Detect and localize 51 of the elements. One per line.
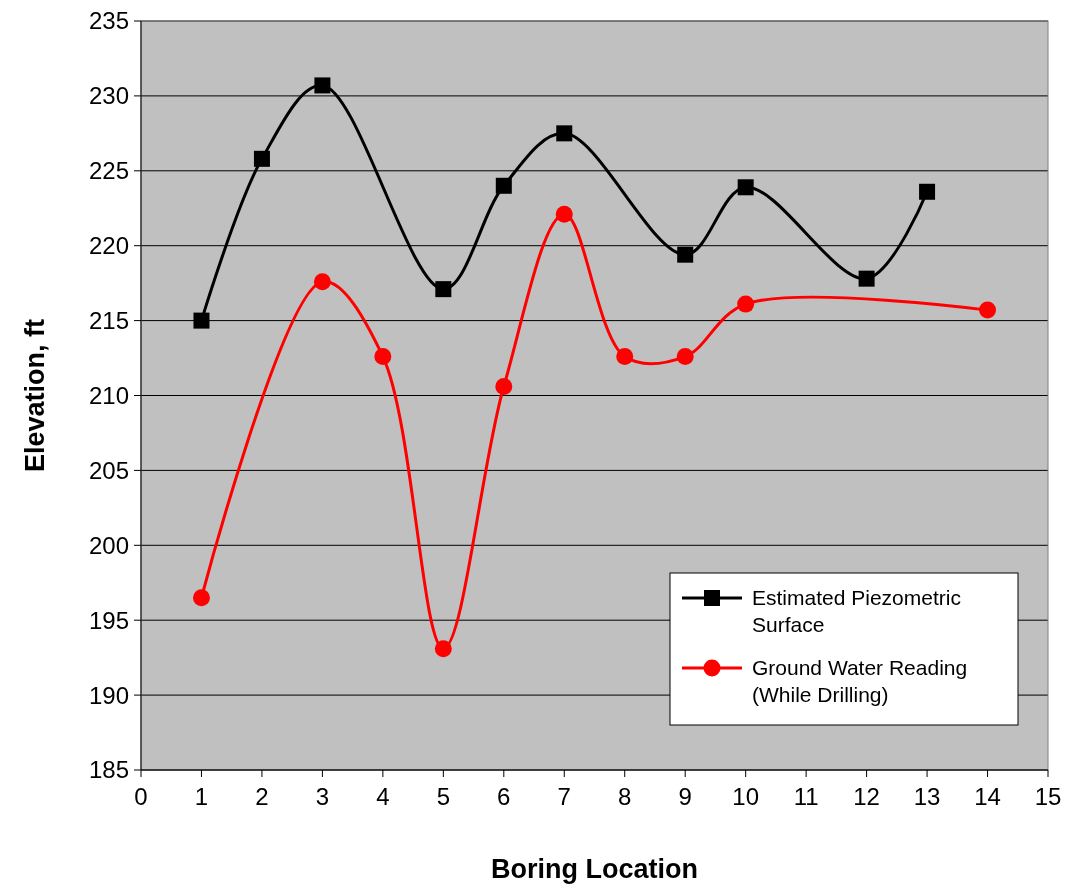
legend-label: Ground Water Reading (While Drilling) [752, 656, 968, 706]
point [313, 273, 331, 291]
point [858, 270, 875, 287]
legend-label: Estimated Piezometric Surface [752, 586, 961, 636]
y-tick-label: 185 [88, 756, 129, 784]
point [253, 150, 270, 167]
point [616, 348, 634, 366]
x-tick-label: 10 [732, 783, 760, 810]
point [192, 589, 210, 607]
point [495, 378, 513, 396]
point [737, 295, 755, 313]
y-tick-label: 205 [88, 456, 129, 484]
point [979, 301, 997, 319]
x-tick-label: 9 [678, 783, 692, 810]
x-tick-label: 14 [974, 783, 1001, 810]
x-tick-label: 6 [497, 783, 511, 810]
point [435, 281, 452, 298]
x-tick-label: 12 [853, 783, 880, 810]
point [314, 77, 331, 94]
point [555, 205, 573, 223]
point [919, 183, 936, 200]
point [676, 348, 694, 366]
y-axis-title: Elevation, ft [20, 318, 50, 473]
x-tick-label: 7 [557, 783, 571, 810]
y-tick-label: 210 [88, 381, 129, 409]
x-tick-label: 8 [618, 783, 632, 810]
x-tick-label: 1 [194, 783, 209, 810]
x-tick-label: 3 [315, 783, 330, 810]
point [193, 312, 210, 329]
x-tick-label: 2 [255, 783, 269, 810]
y-tick-label: 215 [88, 307, 129, 334]
point [495, 177, 512, 194]
y-tick-label: 235 [88, 7, 129, 35]
y-tick-label: 195 [88, 606, 129, 634]
point [434, 640, 452, 658]
x-axis-title: Boring Location [491, 854, 698, 884]
x-tick-label: 5 [436, 783, 451, 810]
x-tick-label: 4 [376, 783, 390, 810]
y-tick-label: 230 [88, 82, 129, 110]
x-tick-label: 15 [1034, 783, 1062, 810]
point [677, 246, 694, 263]
y-tick-label: 220 [88, 232, 129, 260]
x-tick-label: 13 [913, 783, 941, 810]
point [737, 179, 754, 196]
x-tick-label: 0 [134, 783, 148, 810]
point [556, 125, 573, 142]
y-tick-label: 190 [88, 681, 129, 709]
point [374, 348, 392, 366]
y-tick-label: 200 [88, 531, 129, 559]
y-tick-label: 225 [88, 157, 129, 185]
x-tick-label: 11 [793, 783, 819, 810]
